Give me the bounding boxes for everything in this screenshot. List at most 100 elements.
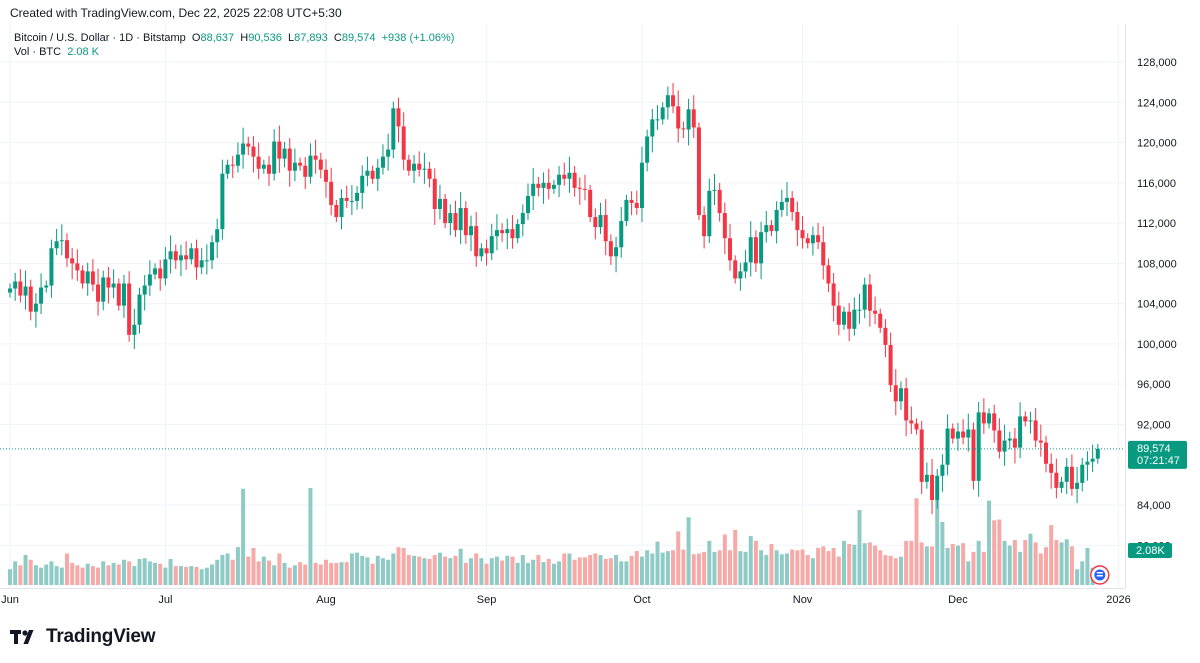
candle-body: [18, 281, 23, 296]
volume-bar: [8, 569, 12, 585]
candle-body: [764, 225, 769, 233]
candle-body: [1095, 448, 1100, 459]
candlestick-chart[interactable]: 128,000 124,000 120,000 116,000 112,000 108,0…: [0, 24, 1200, 614]
volume-bar: [355, 552, 360, 585]
candle-body: [111, 283, 116, 288]
volume-bar: [230, 559, 235, 585]
volume-bar: [919, 542, 924, 585]
candle-body: [235, 154, 240, 166]
candle-body: [184, 255, 189, 260]
candle-body: [1090, 458, 1095, 462]
candle-body: [8, 288, 12, 293]
candle-body: [873, 310, 878, 314]
tradingview-logo[interactable]: TradingView: [10, 626, 156, 648]
candle-body: [417, 163, 422, 170]
change-value: +938 (+1.06%): [381, 32, 455, 44]
candle-body: [448, 213, 453, 224]
candle-body: [515, 224, 520, 239]
candle-body: [225, 164, 230, 174]
candle-body: [505, 229, 510, 234]
volume-bar: [365, 557, 370, 585]
volume-bar: [1018, 551, 1023, 585]
candle-body: [116, 283, 121, 306]
high-label: H: [240, 32, 249, 44]
candle-body: [39, 287, 44, 304]
candle-body: [572, 172, 577, 188]
volume-bar: [184, 566, 189, 585]
volume-bar: [313, 562, 318, 585]
candle-body: [1044, 442, 1048, 464]
candle-body: [127, 283, 132, 335]
candle-body: [1064, 466, 1069, 482]
volume-bar: [101, 561, 106, 585]
volume-bar: [282, 562, 287, 585]
volume-bar: [412, 555, 417, 585]
candle-body: [878, 313, 883, 328]
candle-body: [520, 213, 525, 225]
volume-bar: [391, 553, 396, 585]
candle-body: [401, 126, 406, 160]
candle-body: [375, 167, 380, 179]
candle-body: [1038, 440, 1043, 443]
candle-body: [961, 431, 966, 438]
time-tick-label: Nov: [793, 594, 813, 606]
volume-bar: [96, 567, 101, 585]
time-tick-label: Jul: [158, 594, 172, 606]
volume-bar: [210, 564, 215, 585]
volume-bar: [795, 550, 800, 585]
candle-body: [500, 230, 505, 234]
countdown-value: 07:21:47: [1137, 455, 1180, 467]
candle-body: [650, 119, 655, 137]
candle-body: [893, 385, 898, 402]
volume-bar: [893, 558, 898, 585]
candle-body: [1033, 420, 1038, 441]
volume-bar: [805, 555, 810, 585]
candle-body: [412, 163, 417, 171]
candle-body: [577, 187, 582, 189]
candle-body: [557, 174, 562, 185]
candle-body: [178, 255, 183, 261]
candle-body: [422, 168, 427, 170]
volume-bar: [831, 547, 836, 585]
volume-bar: [546, 558, 551, 585]
candle-body: [380, 156, 385, 168]
candle-body: [816, 235, 821, 243]
candle-body: [158, 268, 163, 279]
candle-body: [458, 207, 463, 231]
volume-bar: [629, 555, 634, 585]
candle-body: [671, 95, 676, 107]
volume-bar: [619, 561, 624, 585]
candle-body: [753, 237, 758, 264]
volume-bar: [650, 553, 655, 585]
candle-body: [318, 159, 323, 170]
volume-bar: [790, 549, 795, 585]
volume-bar: [147, 561, 152, 585]
volume-bar: [862, 543, 867, 585]
volume-bar: [158, 563, 163, 585]
candle-body: [1069, 466, 1074, 489]
volume-bar: [448, 558, 453, 585]
candle-body: [790, 197, 795, 213]
volume-bar: [215, 559, 220, 585]
candle-body: [593, 217, 598, 228]
candle-body: [981, 412, 986, 424]
volume-bar: [867, 542, 872, 585]
candle-body: [779, 201, 784, 211]
volume-bar: [930, 546, 935, 585]
candle-body: [930, 474, 935, 500]
candle-body: [748, 237, 753, 263]
volume-bar: [49, 561, 54, 585]
volume-bar: [277, 553, 282, 585]
candle-body: [463, 207, 468, 236]
event-flag-icon-stripe: [1096, 572, 1103, 574]
volume-bar: [334, 562, 339, 585]
volume-bar: [992, 520, 997, 585]
volume-bar: [603, 558, 608, 585]
candle-body: [1054, 472, 1059, 488]
chart-area[interactable]: 128,000 124,000 120,000 116,000 112,000 108,0…: [0, 24, 1200, 614]
candle-body: [681, 128, 686, 130]
volume-bar: [422, 558, 427, 585]
close-value: 89,574: [341, 32, 376, 44]
volume-bar: [489, 558, 494, 585]
volume-bar: [163, 567, 168, 585]
